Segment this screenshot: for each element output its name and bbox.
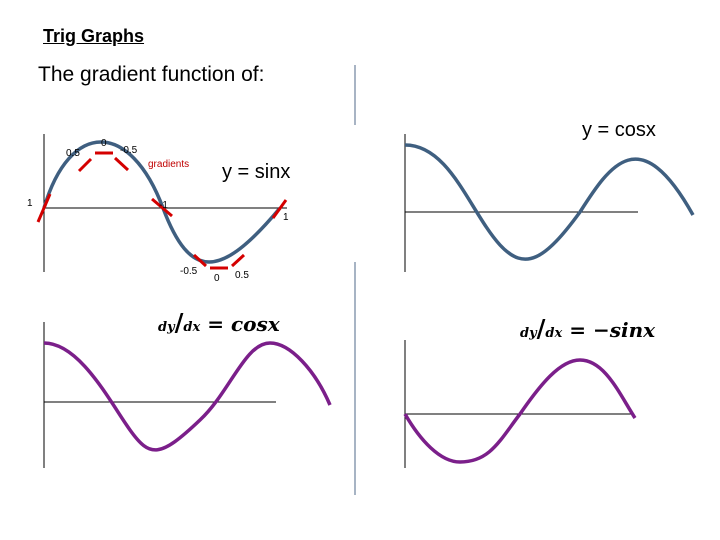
tangent-mark	[113, 156, 130, 172]
gradient-label: 0.5	[66, 148, 80, 159]
tangent-mark	[271, 199, 288, 219]
dy-label: dy	[158, 320, 175, 335]
gradient-label: 1	[27, 198, 33, 209]
equals-sign: =	[569, 318, 586, 342]
gradient-label: 1	[283, 212, 289, 223]
gradient-label: 0	[214, 273, 220, 284]
dx-label: dx	[183, 320, 201, 335]
tangent-mark	[192, 253, 208, 268]
tangent-mark	[151, 197, 173, 218]
dsin-curve	[43, 341, 332, 452]
gradient-label: 0	[101, 138, 107, 149]
dcos-equation: dy/dx = −sinx	[520, 314, 656, 343]
dsin-function: cosx	[230, 312, 280, 336]
gradient-label: 0.5	[235, 270, 249, 281]
dcos-function: −sinx	[592, 318, 656, 342]
sin-label: y = sinx	[222, 161, 291, 183]
tangent-mark	[77, 157, 93, 173]
tangent-mark	[36, 193, 52, 223]
dy-label: dy	[520, 326, 537, 341]
slide-title: Trig Graphs	[43, 26, 145, 46]
equals-sign: =	[207, 312, 224, 336]
gradients-label: gradients	[148, 159, 190, 170]
gradient-label: -1	[159, 200, 168, 211]
slide-subtitle: The gradient function of:	[38, 63, 265, 86]
cos-label: y = cosx	[582, 119, 656, 141]
dcos-curve	[403, 358, 637, 464]
cos-curve	[404, 143, 695, 261]
tangent-mark	[230, 253, 246, 268]
gradient-label: -0.5	[120, 145, 138, 156]
gradient-label: -0.5	[180, 266, 198, 277]
dx-label: dx	[545, 326, 563, 341]
dsin-equation: dy/dx = cosx	[158, 308, 280, 337]
